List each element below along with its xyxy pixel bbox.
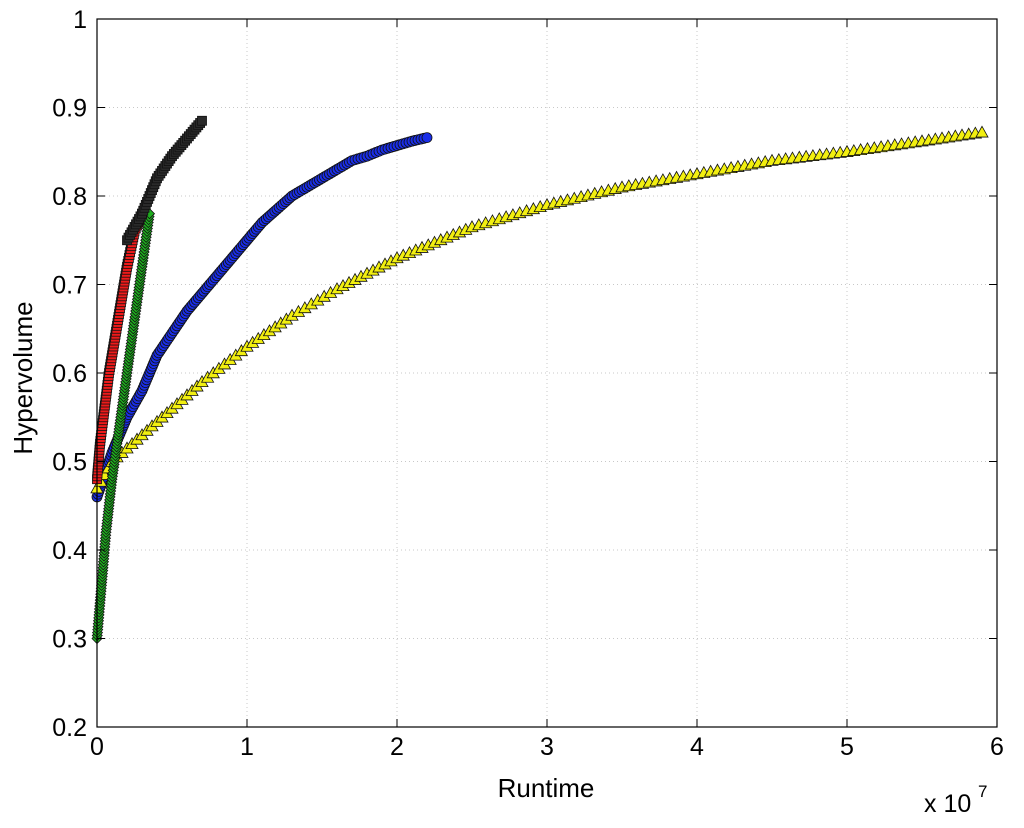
y-tick-label: 0.8 — [52, 183, 87, 211]
axes: 0 1 2 3 4 5 6 0.2 0.3 0.4 0.5 0.6 0.7 0.8 0.9 1 — [52, 6, 1004, 761]
x-tick-label: 6 — [990, 733, 1004, 761]
series-1 — [90, 125, 989, 494]
y-tick-label: 0.5 — [52, 449, 87, 477]
x-tick-label: 5 — [840, 733, 854, 761]
y-tick-label: 0.2 — [52, 714, 87, 742]
data-point-triangle — [975, 125, 989, 138]
x-tick-label: 3 — [540, 733, 554, 761]
series-2 — [91, 208, 156, 645]
y-tick-label: 0.9 — [52, 95, 87, 123]
y-tick-label: 1 — [73, 6, 87, 34]
x-axis-label: Runtime — [498, 773, 595, 803]
x-tick-label: 4 — [690, 733, 704, 761]
series-0 — [91, 132, 433, 503]
y-axis-label: Hypervolume — [8, 301, 38, 454]
x-tick-label: 1 — [240, 733, 254, 761]
series-4 — [122, 115, 207, 246]
y-tick-label: 0.7 — [52, 272, 87, 300]
x-tick-label: 0 — [90, 733, 104, 761]
data-point-square — [197, 115, 207, 126]
series-layer — [90, 115, 989, 645]
grid — [96, 18, 998, 728]
x-tick-label: 2 — [390, 733, 404, 761]
y-tick-label: 0.6 — [52, 360, 87, 388]
y-tick-label: 0.4 — [52, 537, 87, 565]
y-tick-label: 0.3 — [52, 626, 87, 654]
x-exponent-power: 7 — [978, 782, 987, 801]
data-point-circle — [421, 132, 433, 143]
x-exponent-label: x 10 — [924, 790, 971, 818]
